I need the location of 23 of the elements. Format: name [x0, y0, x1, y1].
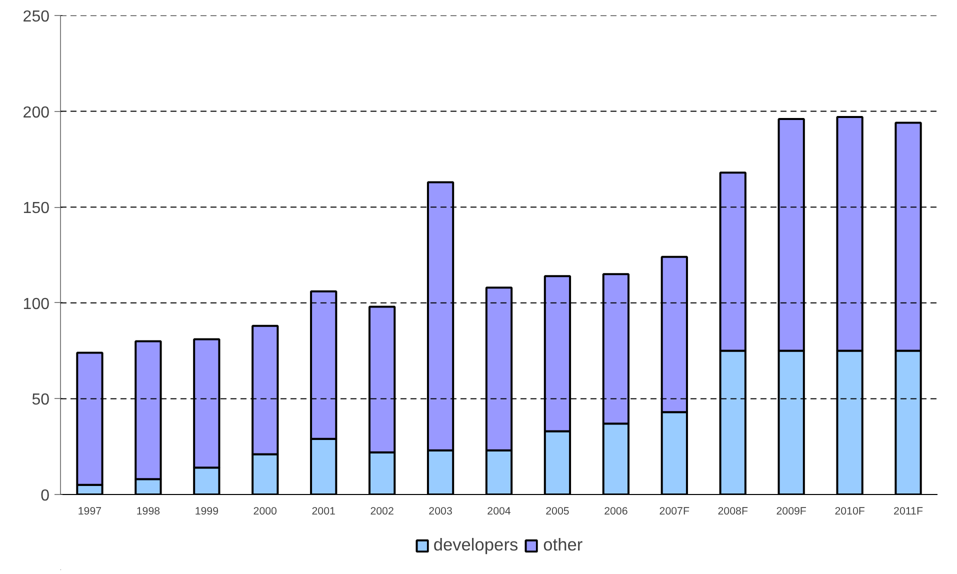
x-tick-label: 2005 — [546, 506, 570, 518]
x-tick-label: 2009F — [776, 506, 807, 518]
y-tick-label: 50 — [32, 392, 50, 409]
x-tick-label: 1997 — [78, 506, 102, 518]
x-tick-label: 2000 — [253, 506, 278, 518]
x-tick-label: 1999 — [194, 506, 219, 518]
x-tick-label: 2003 — [428, 506, 452, 518]
y-tick-label: 0 — [40, 488, 50, 504]
x-tick-label: 2011F — [894, 506, 924, 518]
y-tick-label: 200 — [22, 104, 50, 122]
x-tick-label: 2010F — [834, 506, 866, 518]
x-tick-label: 2004 — [487, 506, 511, 518]
x-tick-label: 2001 — [312, 506, 336, 518]
y-tick-label: 150 — [22, 200, 50, 218]
x-tick-label: 2007F — [659, 506, 690, 518]
legend-label: developers — [433, 534, 518, 556]
x-tick-label: 2006 — [604, 506, 628, 518]
x-tick-label: 2008F — [718, 506, 748, 518]
x-tick-label: 2002 — [370, 506, 394, 518]
legend-label: other — [543, 534, 583, 556]
y-tick-label: 250 — [22, 8, 50, 26]
y-tick-label: 100 — [22, 296, 50, 313]
x-tick-label: 1998 — [136, 506, 160, 518]
